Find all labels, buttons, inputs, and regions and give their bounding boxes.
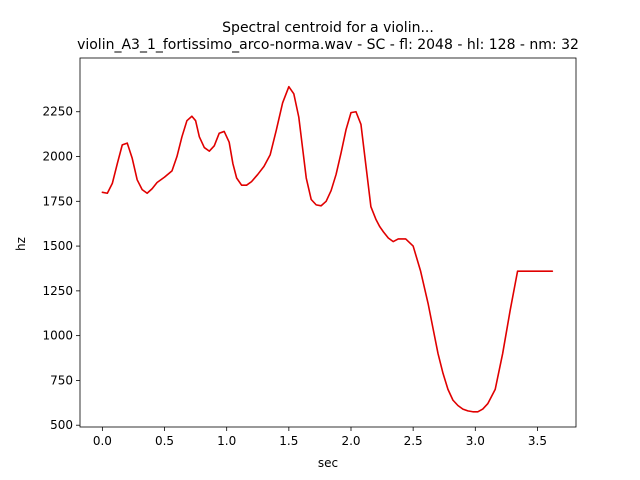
x-tick-label: 0.5 <box>155 434 174 448</box>
x-tick-label: 2.5 <box>404 434 423 448</box>
y-tick-label: 500 <box>50 418 73 432</box>
y-axis-label: hz <box>14 237 28 251</box>
series-line <box>101 85 554 413</box>
chart-title-line-2: violin_A3_1_fortissimo_arco-norma.wav - … <box>77 37 579 53</box>
chart-title-line-1: Spectral centroid for a violin... <box>222 20 434 36</box>
plot-area: 0.0 0.5 1.0 1.5 2.0 2.5 3.0 3.5 500 750 1000 1250 15… <box>42 57 577 448</box>
y-tick-label: 1250 <box>42 284 73 298</box>
x-axis-label: sec <box>318 456 338 470</box>
plot-frame <box>79 57 577 428</box>
x-tick-label: 3.5 <box>528 434 547 448</box>
y-tick-label: 750 <box>50 373 73 387</box>
y-tick-label: 2000 <box>42 150 73 164</box>
x-tick-label: 0.0 <box>93 434 112 448</box>
x-tick-label: 1.5 <box>279 434 298 448</box>
y-tick-label: 2250 <box>42 105 73 119</box>
y-tick-label: 1750 <box>42 194 73 208</box>
x-tick-label: 2.0 <box>341 434 360 448</box>
y-tick-label: 1500 <box>42 239 73 253</box>
y-tick-label: 1000 <box>42 329 73 343</box>
x-tick-label: 3.0 <box>466 434 485 448</box>
x-tick-label: 1.0 <box>217 434 236 448</box>
